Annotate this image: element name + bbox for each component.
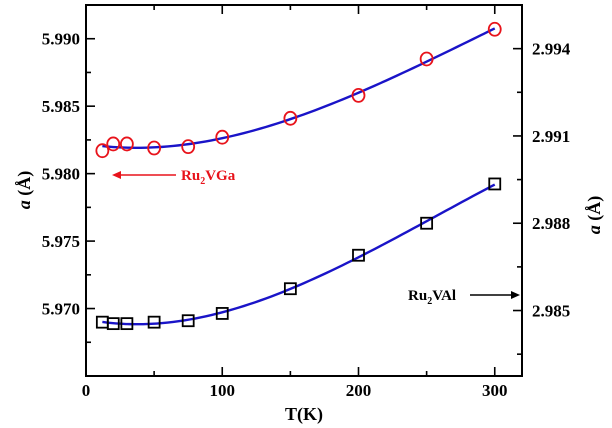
data-point-ru2val [120,317,134,331]
x-tick-label: 300 [482,381,508,400]
data-point-ru2val [106,317,120,331]
data-point-ru2vga [487,21,502,37]
axis-ticks: 0 100 200 300 5.970 5.975 5.980 5.985 5.990 2.985… [42,4,571,400]
data-point-ru2vga [95,143,110,159]
y-left-tick-label: 5.980 [42,165,80,184]
y-right-tick-label: 2.985 [532,302,570,321]
data-point-ru2vga [119,136,134,152]
arrow-head-ru2vga [112,171,121,179]
y-left-tick-label: 5.970 [42,300,80,319]
x-tick-label: 0 [82,381,91,400]
fit-line-ru2vga [102,27,496,149]
data-point-ru2val [181,314,195,328]
data-point-ru2vga [147,140,162,156]
y-axis-right-title-unit: (Å) [584,196,605,226]
y-left-tick-label: 5.985 [42,97,80,116]
y-right-tick-label: 2.988 [532,214,570,233]
data-point-ru2val [352,248,365,262]
y-axis-left-title-italic: a [14,200,34,209]
annotation-ru2val: Ru2VAl [408,288,520,307]
y-axis-left-title: a (Å) [14,171,35,210]
data-point-ru2val [215,307,229,320]
data-point-ru2vga [419,51,434,67]
data-point-ru2vga [215,129,230,145]
x-axis-title: T(K) [285,404,323,425]
fit-line-ru2val [102,183,496,326]
y-left-tick-label: 5.975 [42,232,80,251]
data-point-ru2vga [351,87,366,103]
y-axis-right-title-italic: a [584,225,604,234]
data-point-ru2val [147,315,161,329]
y-right-tick-label: 2.991 [532,127,570,146]
annotation-ru2vga: Ru2VGa [112,168,236,187]
label-ru2val: Ru2VAl [408,288,456,307]
data-point-ru2val [420,216,434,230]
arrow-head-ru2val [511,291,520,299]
y-axis-right-title: a (Å) [584,196,605,235]
data-point-ru2vga [106,136,121,152]
y-left-tick-label: 5.990 [42,30,80,49]
data-markers [95,21,502,331]
fit-lines [102,27,496,326]
data-point-ru2val [488,177,502,191]
x-tick-label: 200 [346,381,372,400]
y-axis-left-title-unit: (Å) [14,171,35,201]
label-ru2vga: Ru2VGa [181,168,236,187]
x-tick-label: 100 [210,381,236,400]
data-point-ru2val [283,282,297,296]
data-point-ru2vga [181,139,196,155]
y-right-tick-label: 2.994 [532,40,571,59]
data-point-ru2vga [283,110,298,126]
plot-frame [85,4,523,377]
